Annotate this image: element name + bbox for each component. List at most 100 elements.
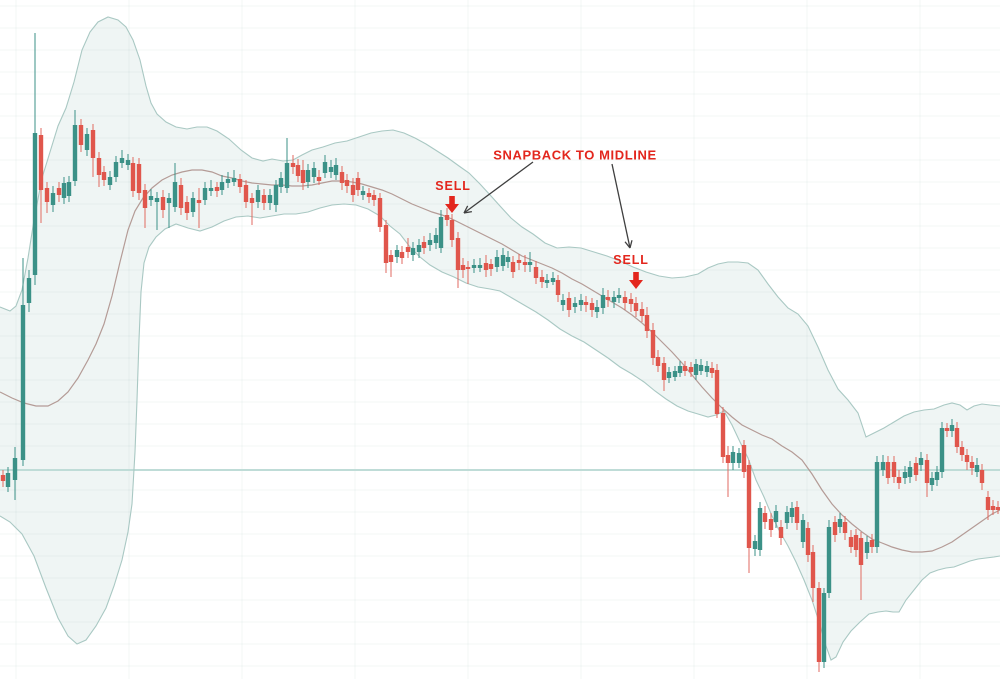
bear-candle [964,455,970,462]
bull-candle [560,300,566,305]
bear-candle [741,445,747,472]
bull-candle [550,278,556,282]
bull-candle [255,190,261,202]
bear-candle [399,252,405,258]
bear-candle [913,463,919,475]
bull-candle [578,300,584,305]
bull-candle [119,158,125,163]
bull-candle [107,177,113,185]
bear-candle [377,198,383,227]
bear-candle [483,263,489,270]
bull-candle [322,162,328,173]
bear-candle [249,198,255,203]
bull-candle [273,185,279,205]
sell-label-2: SELL [613,253,649,267]
bull-candle [32,133,38,275]
bear-candle [682,366,688,371]
bear-candle [650,330,656,358]
bear-candle [762,513,768,522]
bull-candle [929,478,935,485]
bear-candle [995,507,1000,510]
bull-candle [172,182,178,207]
bull-candle [148,196,154,200]
bear-candle [510,262,516,272]
bull-candle [494,257,500,267]
bear-candle [90,130,96,158]
bull-candle [789,508,795,517]
bear-candle [290,163,296,167]
bull-candle [166,198,172,203]
bear-candle [969,462,975,468]
bear-candle [371,195,377,200]
bear-candle [388,255,394,262]
bear-candle [184,202,190,213]
bear-candle [455,238,461,270]
bear-candle [709,368,715,373]
candles-layer [0,33,1000,672]
bull-candle [500,255,506,266]
bear-candle [583,302,589,305]
bull-candle [72,125,78,181]
bull-candle [125,160,131,165]
bear-candle [985,497,991,510]
bull-candle [20,305,26,460]
bear-candle [350,185,356,195]
bull-candle [800,520,806,542]
bull-candle [666,372,672,378]
bull-candle [698,365,704,371]
bear-candle [990,506,996,510]
bull-candle [572,303,578,307]
bear-candle [725,455,731,463]
bull-candle [544,280,550,283]
bull-candle [231,178,237,182]
bear-candle [130,163,136,191]
bull-candle [12,458,18,480]
bull-candle [611,297,617,302]
bull-candle [66,182,72,196]
bear-candle [316,177,322,181]
bull-candle [730,452,736,463]
bear-candle [720,413,726,457]
bull-candle [61,183,67,198]
bear-candle [96,158,102,175]
bear-candle [661,363,667,380]
bull-candle [219,182,225,190]
bull-candle [26,278,32,303]
bear-candle [746,465,752,548]
bear-candle [954,428,960,447]
bear-candle [622,297,628,303]
bear-candle [810,552,816,588]
bear-candle [589,303,595,310]
bull-candle [50,193,56,205]
bull-candle [84,134,90,150]
bear-candle [816,588,822,662]
bear-candle [300,170,306,183]
bear-candle [142,190,148,208]
bear-candle [778,527,784,538]
bull-candle [267,195,273,203]
bollinger-band-fill [0,17,1000,660]
pointer-arrows-layer [463,161,633,249]
bear-candle [644,315,650,331]
bull-candle [773,511,779,522]
bear-candle [566,298,572,310]
bear-candle [628,299,634,304]
bear-candle [78,125,84,145]
bear-candle [655,357,661,366]
bull-candle [874,462,880,547]
bull-candle [505,257,511,262]
bull-candle [939,428,945,472]
bull-candle [427,240,433,245]
bull-candle [704,366,710,372]
bear-candle [196,200,202,203]
bear-candle [214,187,220,191]
bull-candle [918,458,924,465]
bear-candle [44,188,50,202]
bear-candle [237,179,243,187]
bear-candle [366,193,372,197]
bull-candle [826,527,832,593]
bear-candle [891,462,897,477]
bull-candle [208,188,214,191]
